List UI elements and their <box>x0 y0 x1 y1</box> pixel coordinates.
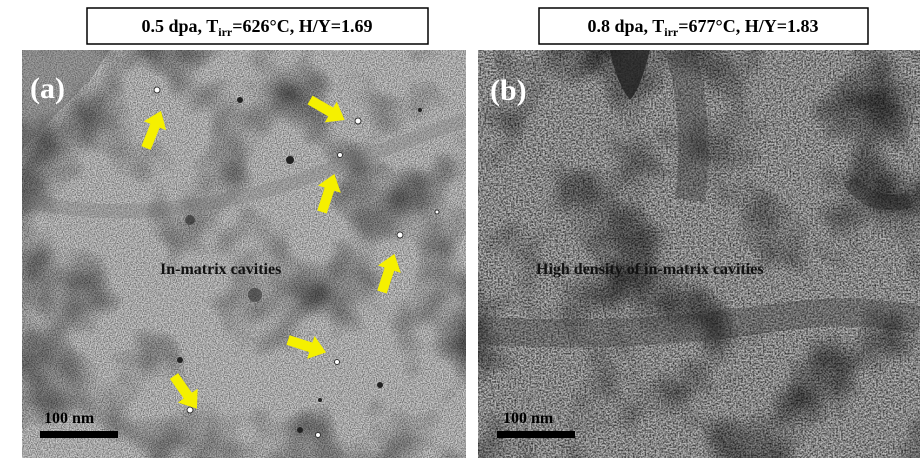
header-text: 0.5 dpa, T <box>142 16 219 36</box>
header-text: 0.8 dpa, T <box>588 16 665 36</box>
scale-bar <box>497 431 575 438</box>
micrograph-b <box>478 50 920 458</box>
header-subscript: irr <box>218 25 233 39</box>
annotation: High density of in-matrix cavities <box>536 261 764 278</box>
header-text: =626°C, H/Y=1.69 <box>232 16 372 36</box>
panel-a: 0.5 dpa, Tirr=626°C, H/Y=1.69 (a) In-mat… <box>22 8 466 458</box>
scale-bar-label: 100 nm <box>44 410 95 427</box>
panel-label: (b) <box>490 74 527 107</box>
figure: 0.5 dpa, Tirr=626°C, H/Y=1.69 (a) In-mat… <box>0 0 920 458</box>
annotation: In-matrix cavities <box>160 261 281 278</box>
header-text: =677°C, H/Y=1.83 <box>678 16 818 36</box>
scale-bar-label: 100 nm <box>503 410 554 427</box>
panel-header: 0.5 dpa, Tirr=626°C, H/Y=1.69 <box>142 16 373 39</box>
scale-bar <box>40 431 118 438</box>
panel-header: 0.8 dpa, Tirr=677°C, H/Y=1.83 <box>588 16 819 39</box>
micrograph-a <box>22 50 466 458</box>
header-subscript: irr <box>664 25 679 39</box>
panel-label: (a) <box>30 72 65 105</box>
panel-b: 0.8 dpa, Tirr=677°C, H/Y=1.83 (b) High d… <box>478 8 920 458</box>
